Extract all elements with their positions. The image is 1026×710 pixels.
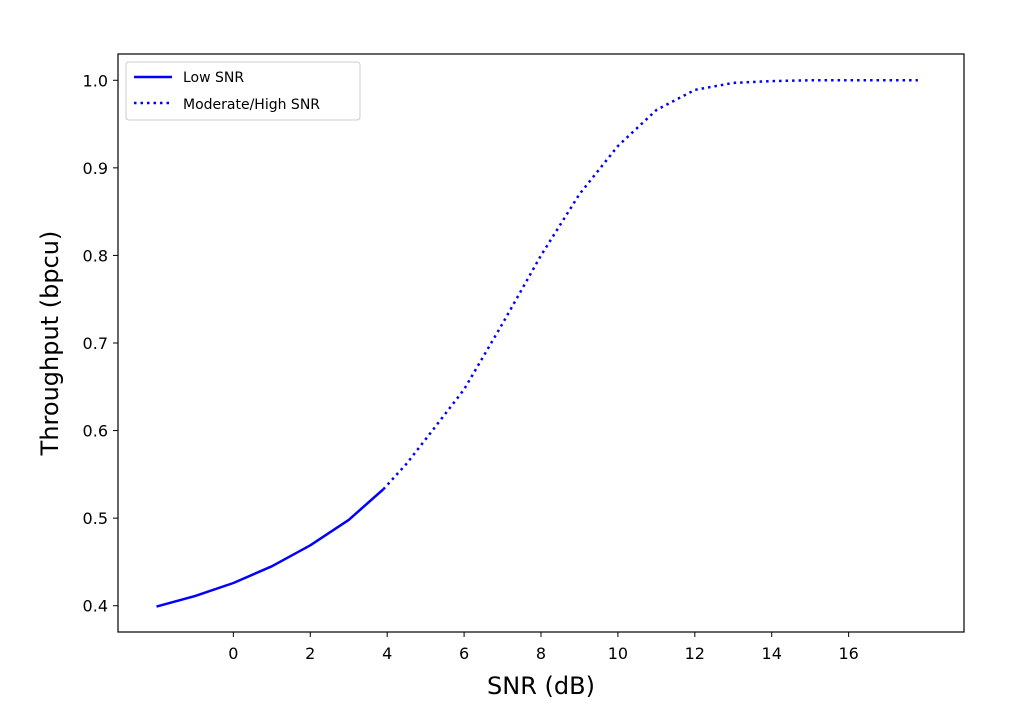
y-tick-label: 0.7 [83, 334, 108, 353]
legend-label-moderate-high-snr: Moderate/High SNR [183, 97, 320, 113]
legend-label-low-snr: Low SNR [183, 70, 244, 86]
y-tick-label: 0.6 [83, 422, 108, 441]
x-tick-label: 16 [838, 644, 858, 663]
y-tick-label: 0.4 [83, 597, 108, 616]
x-axis-ticks: 0 2 4 6 8 10 12 14 16 [228, 632, 859, 663]
y-axis-label: Throughput (bpcu) [36, 231, 64, 457]
x-tick-label: 14 [762, 644, 782, 663]
y-tick-label: 0.5 [83, 509, 108, 528]
series-line-low-snr [156, 488, 385, 608]
series-line-moderate-high-snr [382, 79, 918, 491]
x-tick-label: 6 [459, 644, 469, 663]
y-tick-label: 1.0 [83, 71, 108, 90]
x-tick-label: 4 [382, 644, 392, 663]
x-tick-label: 10 [608, 644, 628, 663]
y-tick-label: 0.8 [83, 246, 108, 265]
y-tick-label: 0.9 [83, 159, 108, 178]
plot-area [156, 79, 918, 608]
y-axis-ticks: 0.4 0.5 0.6 0.7 0.8 0.9 1.0 [83, 71, 118, 616]
legend-box [125, 61, 361, 121]
legend: Low SNR Moderate/High SNR [125, 61, 361, 121]
x-tick-label: 12 [685, 644, 705, 663]
x-axis-label: SNR (dB) [487, 672, 595, 700]
x-tick-label: 2 [305, 644, 315, 663]
x-tick-label: 0 [228, 644, 238, 663]
x-tick-label: 8 [536, 644, 546, 663]
